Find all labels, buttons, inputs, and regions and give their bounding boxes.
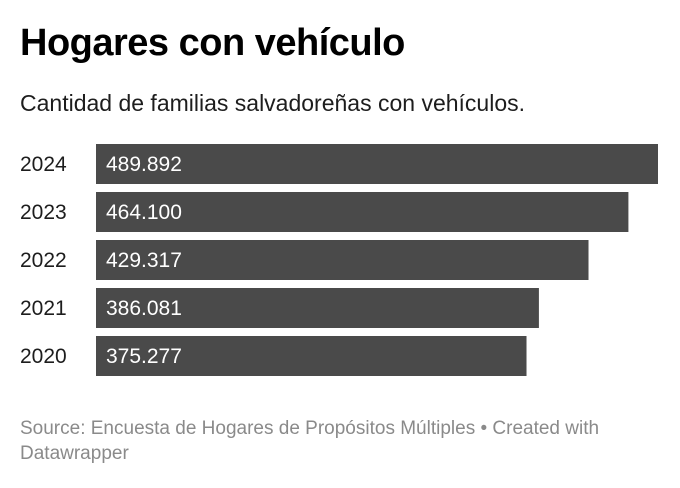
bar-row-2022: 2022 429.317 [20, 240, 589, 280]
category-label: 2023 [20, 201, 67, 224]
chart-title: Hogares con vehículo [20, 22, 405, 64]
bar-row-2021: 2021 386.081 [20, 288, 539, 328]
category-label: 2021 [20, 297, 67, 320]
source-footer: Source: Encuesta de Hogares de Propósito… [20, 418, 600, 464]
bar [96, 192, 629, 232]
bar-value-label: 429.317 [106, 249, 182, 272]
category-label: 2022 [20, 249, 67, 272]
chart-subtitle: Cantidad de familias salvadoreñas con ve… [20, 90, 526, 116]
bar [96, 240, 589, 280]
bar [96, 336, 527, 376]
bar-value-label: 375.277 [106, 345, 182, 368]
category-label: 2020 [20, 345, 67, 368]
bar-row-2020: 2020 375.277 [20, 336, 527, 376]
bar-row-2023: 2023 464.100 [20, 192, 629, 232]
bar-value-label: 489.892 [106, 153, 182, 176]
bar-value-label: 464.100 [106, 201, 182, 224]
bar [96, 144, 658, 184]
bar [96, 288, 539, 328]
bar-row-2024: 2024 489.892 [20, 144, 658, 184]
category-label: 2024 [20, 153, 67, 176]
bar-value-label: 386.081 [106, 297, 182, 320]
